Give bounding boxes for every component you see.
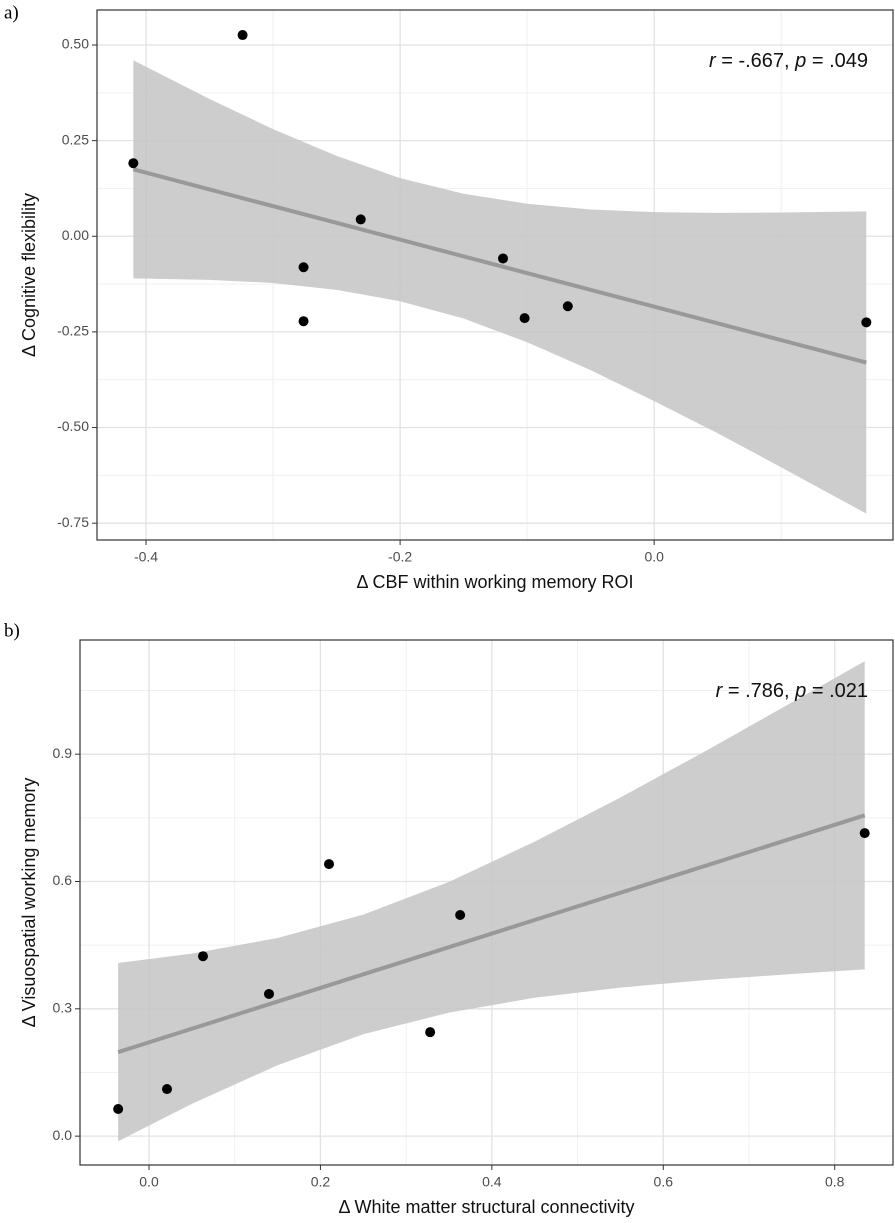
x-axis-title: Δ CBF within working memory ROI xyxy=(356,572,633,592)
x-tick-label: -0.2 xyxy=(388,549,412,565)
point xyxy=(128,158,139,169)
point xyxy=(324,859,334,870)
y-tick-label: -0.50 xyxy=(57,418,89,434)
confidence-band xyxy=(133,60,867,514)
y-tick-label: 0.25 xyxy=(62,131,89,147)
y-tick-label: 0.3 xyxy=(53,1000,73,1016)
point xyxy=(198,951,208,962)
annotation-part: p xyxy=(794,50,806,72)
panel-label: b) xyxy=(4,620,20,641)
annotation-part: = -.667, xyxy=(716,50,796,72)
x-axis-title: Δ White matter structural connectivity xyxy=(338,1197,634,1217)
y-axis-title: Δ Cognitive flexibility xyxy=(19,193,39,357)
annotation-part: = .786, xyxy=(722,680,795,702)
annotation-part: = .049 xyxy=(806,50,868,72)
point xyxy=(355,214,366,225)
annotation: r = -.667, p = .049 xyxy=(709,50,868,72)
y-tick-label: 0.6 xyxy=(53,872,73,888)
confidence-band xyxy=(118,661,865,1142)
x-tick-label: 0.2 xyxy=(311,1174,331,1190)
y-tick-label: -0.75 xyxy=(57,514,89,530)
x-tick-label: 0.6 xyxy=(654,1174,674,1190)
x-tick-label: -0.4 xyxy=(134,549,158,565)
point xyxy=(455,910,466,921)
annotation: r = .786, p = .021 xyxy=(716,680,868,702)
point xyxy=(264,988,274,999)
y-axis-title: Δ Visuospatial working memory xyxy=(19,778,39,1028)
point xyxy=(498,253,509,264)
panel-label: a) xyxy=(4,2,19,23)
point xyxy=(298,262,309,273)
fit-line xyxy=(117,813,866,1055)
y-tick-label: 0.50 xyxy=(62,36,89,52)
annotation-part: = .021 xyxy=(806,680,868,702)
y-tick-label: -0.25 xyxy=(57,323,89,339)
point xyxy=(859,828,870,839)
y-tick-label: 0.00 xyxy=(62,227,89,243)
x-tick-label: 0.4 xyxy=(482,1174,502,1190)
plot-border xyxy=(79,639,894,1166)
y-tick-label: 0.0 xyxy=(53,1127,73,1143)
x-tick-label: 0.0 xyxy=(139,1174,159,1190)
plot-border xyxy=(96,9,894,541)
fit-line xyxy=(132,167,867,365)
point xyxy=(861,317,872,328)
point xyxy=(162,1084,172,1095)
annotation-part: p xyxy=(794,680,806,702)
point xyxy=(425,1027,436,1038)
point xyxy=(562,301,573,312)
annotation-part: r xyxy=(716,680,724,702)
x-tick-label: 0.0 xyxy=(644,549,664,565)
point xyxy=(113,1103,124,1114)
point xyxy=(237,30,248,41)
x-tick-label: 0.8 xyxy=(825,1174,845,1190)
point xyxy=(519,313,530,324)
point xyxy=(298,316,309,327)
annotation-part: r xyxy=(709,50,717,72)
y-tick-label: 0.9 xyxy=(53,745,73,761)
